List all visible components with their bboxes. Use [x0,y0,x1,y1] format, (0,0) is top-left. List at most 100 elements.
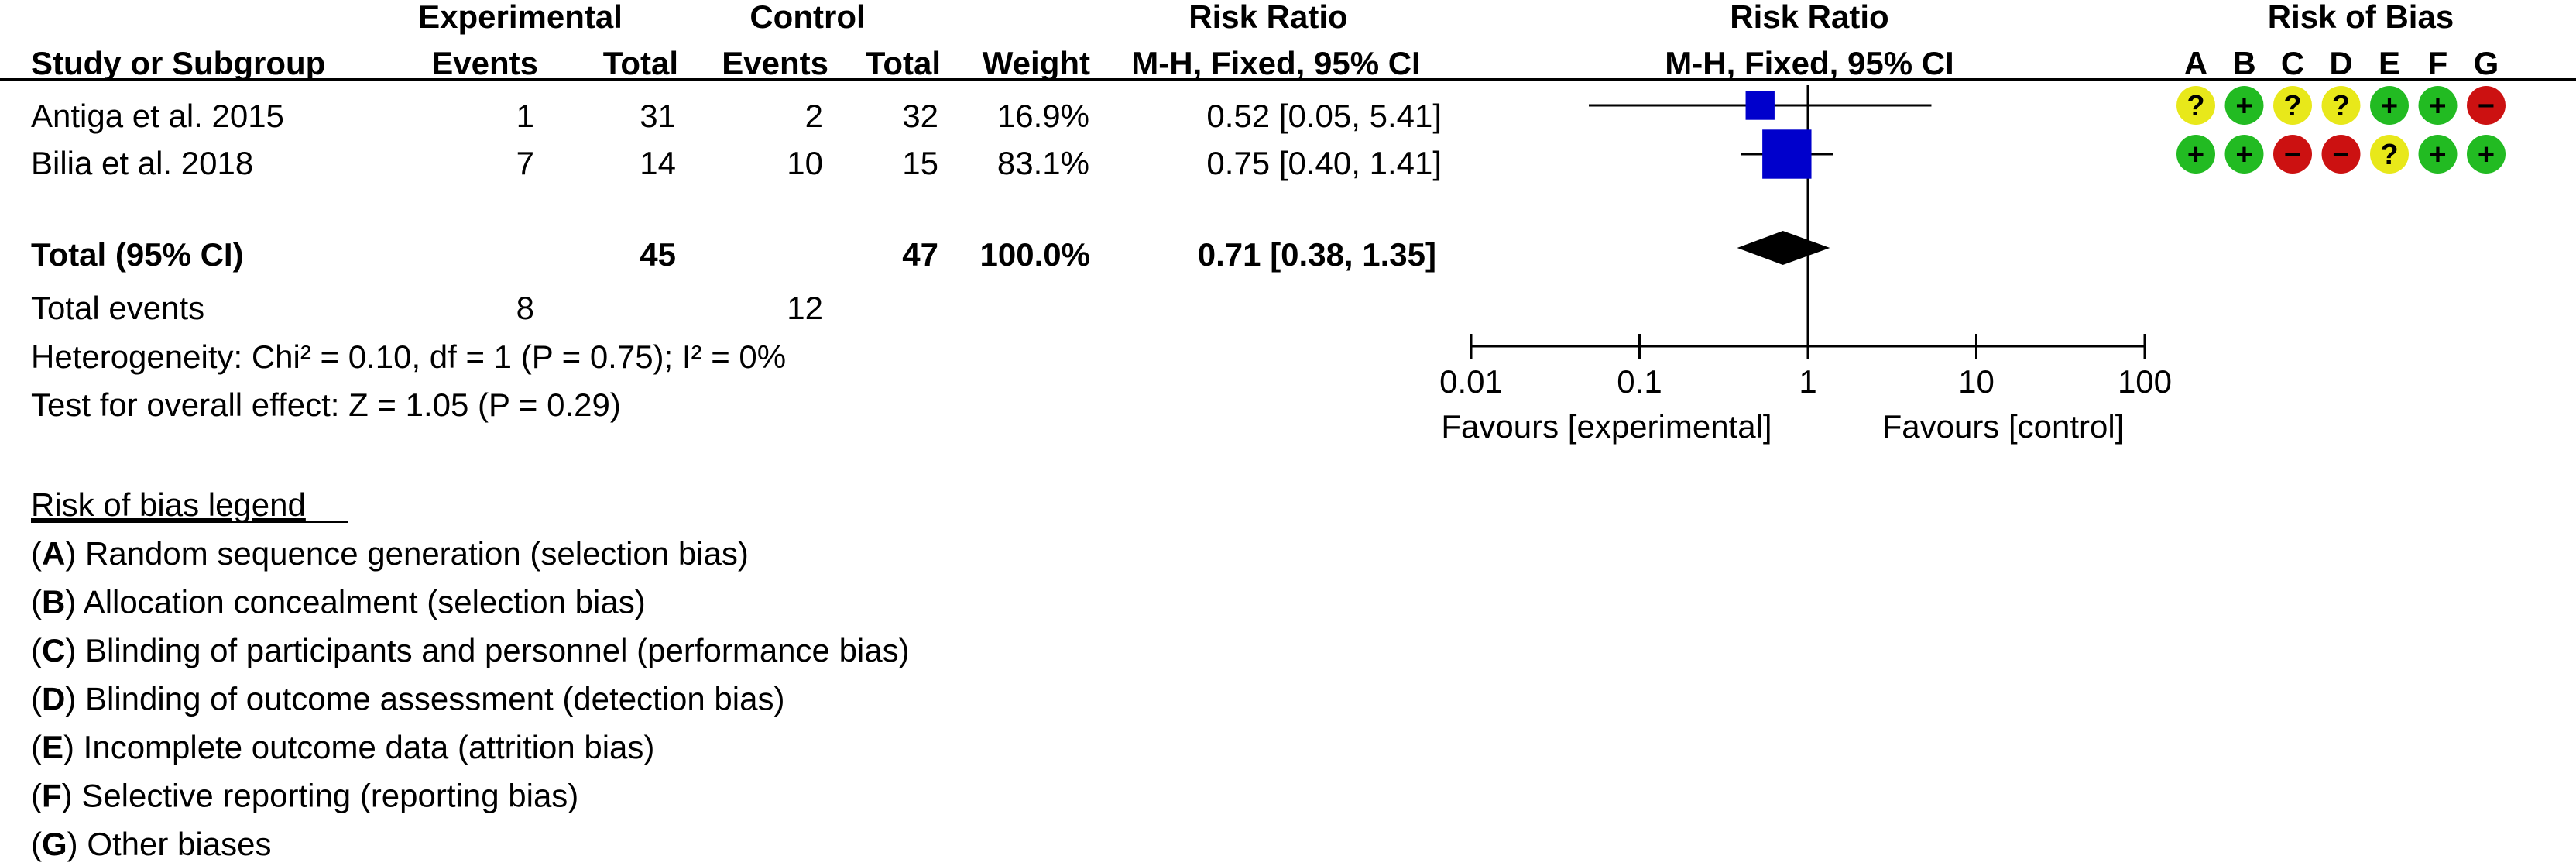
x-tick-label: 0.1 [1617,363,1662,400]
header-experimental: Experimental [418,0,623,35]
risk-of-bias-symbol: ? [2332,90,2350,122]
risk-of-bias-unclear-circle [2370,135,2409,174]
risk-of-bias-symbol: − [2284,139,2301,171]
favours-experimental-label: Favours [experimental] [1441,408,1772,445]
risk-of-bias-low-circle [2224,135,2264,174]
header-control: Control [749,0,865,35]
risk-of-bias-unclear-circle [2273,86,2312,125]
risk-of-bias-low-circle [2224,86,2264,125]
risk-of-bias-low-circle [2418,86,2458,125]
risk-of-bias-high-circle [2273,135,2312,174]
total-experimental: 14 [640,145,676,181]
total-control: 47 [902,236,938,273]
risk-of-bias-low-circle [2467,135,2506,174]
header-method-column: M-H, Fixed, 95% CI [1131,45,1420,81]
header-events-control: Events [722,45,828,81]
legend-item: (G) Other biases [31,826,271,862]
header-study: Study or Subgroup [31,45,325,81]
total-control: 15 [902,145,938,181]
risk-of-bias-low-circle [2370,86,2409,125]
bias-domain-letter: A [2184,45,2207,81]
total-row: Total (95% CI) 45 47 100.0% 0.71 [0.38, … [31,236,1436,273]
risk-of-bias-symbol: + [2429,139,2446,171]
legend-title: Risk of bias legend [31,486,306,523]
total-label: Total (95% CI) [31,236,244,273]
risk-of-bias-symbol: + [2478,139,2495,171]
bias-domain-letter: F [2428,45,2448,81]
x-tick-label: 0.01 [1439,363,1503,400]
forest-plot-area: 0.01 0.1 1 10 100 [1439,85,2172,400]
x-tick-label: 1 [1799,363,1816,400]
risk-of-bias-symbol: + [2235,90,2252,122]
risk-of-bias-symbol: ? [2283,90,2301,122]
events-control: 10 [787,145,823,181]
pooled-effect-diamond [1737,231,1830,265]
risk-of-bias-symbol: − [2478,90,2495,122]
x-tick-label: 100 [2118,363,2172,400]
total-weight: 100.0% [980,236,1090,273]
x-tick-label: 10 [1958,363,1995,400]
study-name: Antiga et al. 2015 [31,98,284,134]
risk-of-bias-low-circle [2176,135,2215,174]
ci-value: 0.75 [0.40, 1.41] [1206,145,1442,181]
header-risk-of-bias: Risk of Bias [2268,0,2454,35]
events-experimental: 7 [516,145,534,181]
weight-value: 83.1% [997,145,1089,181]
risk-of-bias-symbol: ? [2187,90,2204,122]
bias-domain-letter: G [2474,45,2499,81]
events-experimental: 1 [516,98,534,134]
total-events-control: 12 [787,290,823,326]
risk-of-bias-symbol: + [2187,139,2204,171]
bias-domain-letter: E [2379,45,2400,81]
study-row: Antiga et al. 2015 1 31 2 32 16.9% 0.52 … [31,98,1442,134]
study-row: Bilia et al. 2018 7 14 10 15 83.1% 0.75 … [31,145,1442,181]
total-events-experimental: 8 [516,290,534,326]
header-risk-ratio-plot: Risk Ratio [1730,0,1888,35]
header-total-control: Total [866,45,941,81]
risk-of-bias-unclear-circle [2176,86,2215,125]
total-ci: 0.71 [0.38, 1.35] [1198,236,1436,273]
header-method-plot: M-H, Fixed, 95% CI [1665,45,1953,81]
events-control: 2 [805,98,823,134]
study-name: Bilia et al. 2018 [31,145,253,181]
total-experimental: 31 [640,98,676,134]
heterogeneity-text: Heterogeneity: Chi² = 0.10, df = 1 (P = … [31,338,786,375]
bias-domain-letter: D [2329,45,2352,81]
ci-value: 0.52 [0.05, 5.41] [1206,98,1442,134]
header-total-experimental: Total [603,45,678,81]
weight-value: 16.9% [997,98,1089,134]
favours-control-label: Favours [control] [1882,408,2125,445]
legend-item: (B) Allocation concealment (selection bi… [31,584,646,620]
risk-of-bias-unclear-circle [2321,86,2361,125]
bias-domain-letter: B [2232,45,2255,81]
risk-of-bias-high-circle [2467,86,2506,125]
risk-of-bias-symbol: − [2332,139,2349,171]
total-control: 32 [902,98,938,134]
risk-of-bias-grid: ? +?? + + −+ + − −? + + [2176,86,2506,174]
overall-effect-text: Test for overall effect: Z = 1.05 (P = 0… [31,387,621,423]
total-events-label: Total events [31,290,204,326]
study-effect-marker [1762,129,1812,179]
risk-of-bias-symbol: + [2235,139,2252,171]
legend-items: (A) Random sequence generation (selectio… [31,535,910,862]
legend-item: (E) Incomplete outcome data (attrition b… [31,729,654,765]
risk-of-bias-high-circle [2321,135,2361,174]
legend-item: (F) Selective reporting (reporting bias) [31,778,578,814]
header-events-experimental: Events [431,45,538,81]
risk-of-bias-low-circle [2418,135,2458,174]
total-events-row: Total events 8 12 [31,290,823,326]
bias-domain-letter: C [2281,45,2304,81]
legend-item: (A) Random sequence generation (selectio… [31,535,749,572]
total-experimental: 45 [640,236,676,273]
study-effect-marker [1745,91,1775,120]
header-risk-ratio-column: Risk Ratio [1189,0,1347,35]
risk-of-bias-symbol: + [2381,90,2398,122]
risk-of-bias-symbol: ? [2380,139,2398,171]
risk-of-bias-legend: Risk of bias legend (A) Random sequence … [31,486,910,862]
legend-item: (C) Blinding of participants and personn… [31,632,910,668]
risk-of-bias-symbol: + [2429,90,2446,122]
header-weight: Weight [983,45,1090,81]
